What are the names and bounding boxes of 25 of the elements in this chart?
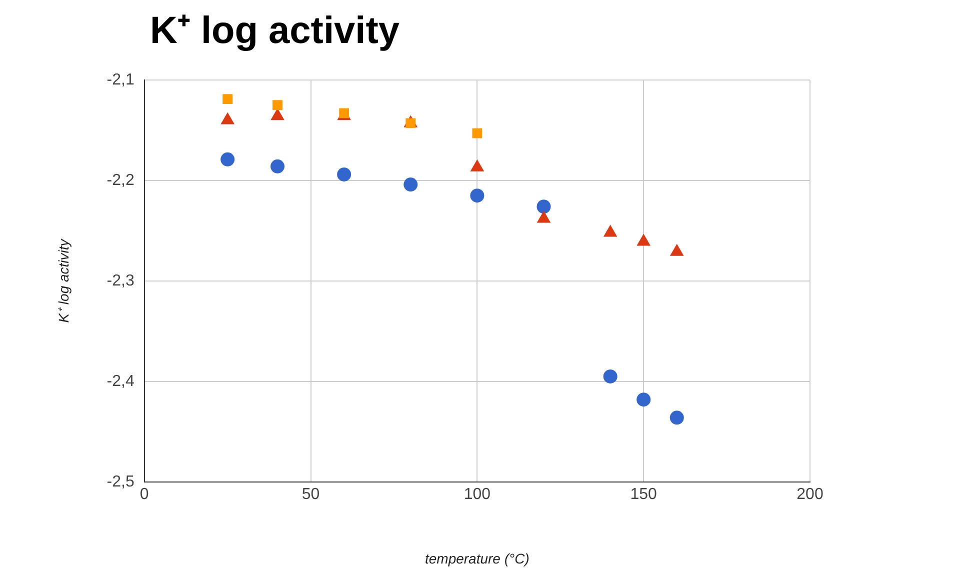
point — [272, 100, 282, 110]
y-axis-title: K⁺ log activity — [55, 238, 72, 323]
y-tick-label: -2,5 — [106, 473, 134, 490]
point — [470, 188, 484, 203]
y-tick-label: -2,4 — [106, 372, 134, 390]
point — [222, 94, 233, 104]
point — [472, 128, 482, 138]
y-tick-label: -2,3 — [106, 272, 134, 290]
x-axis-title: temperature (°C) — [424, 550, 530, 566]
y-tick-label: -2,2 — [106, 172, 134, 189]
point — [337, 167, 352, 182]
point — [603, 369, 618, 384]
point — [636, 392, 651, 407]
x-tick-label: 150 — [630, 486, 658, 504]
x-tick-label: 50 — [302, 486, 320, 504]
chart-title: K⁺ log activity — [150, 9, 400, 54]
x-tick-label: 100 — [464, 486, 491, 504]
point — [670, 410, 684, 425]
x-tick-label: 0 — [140, 486, 149, 504]
y-tick-label: -2,1 — [106, 71, 134, 88]
point — [270, 159, 284, 174]
point — [404, 178, 418, 192]
point — [536, 200, 551, 214]
point — [220, 152, 235, 166]
x-tick-label: 200 — [796, 486, 824, 504]
